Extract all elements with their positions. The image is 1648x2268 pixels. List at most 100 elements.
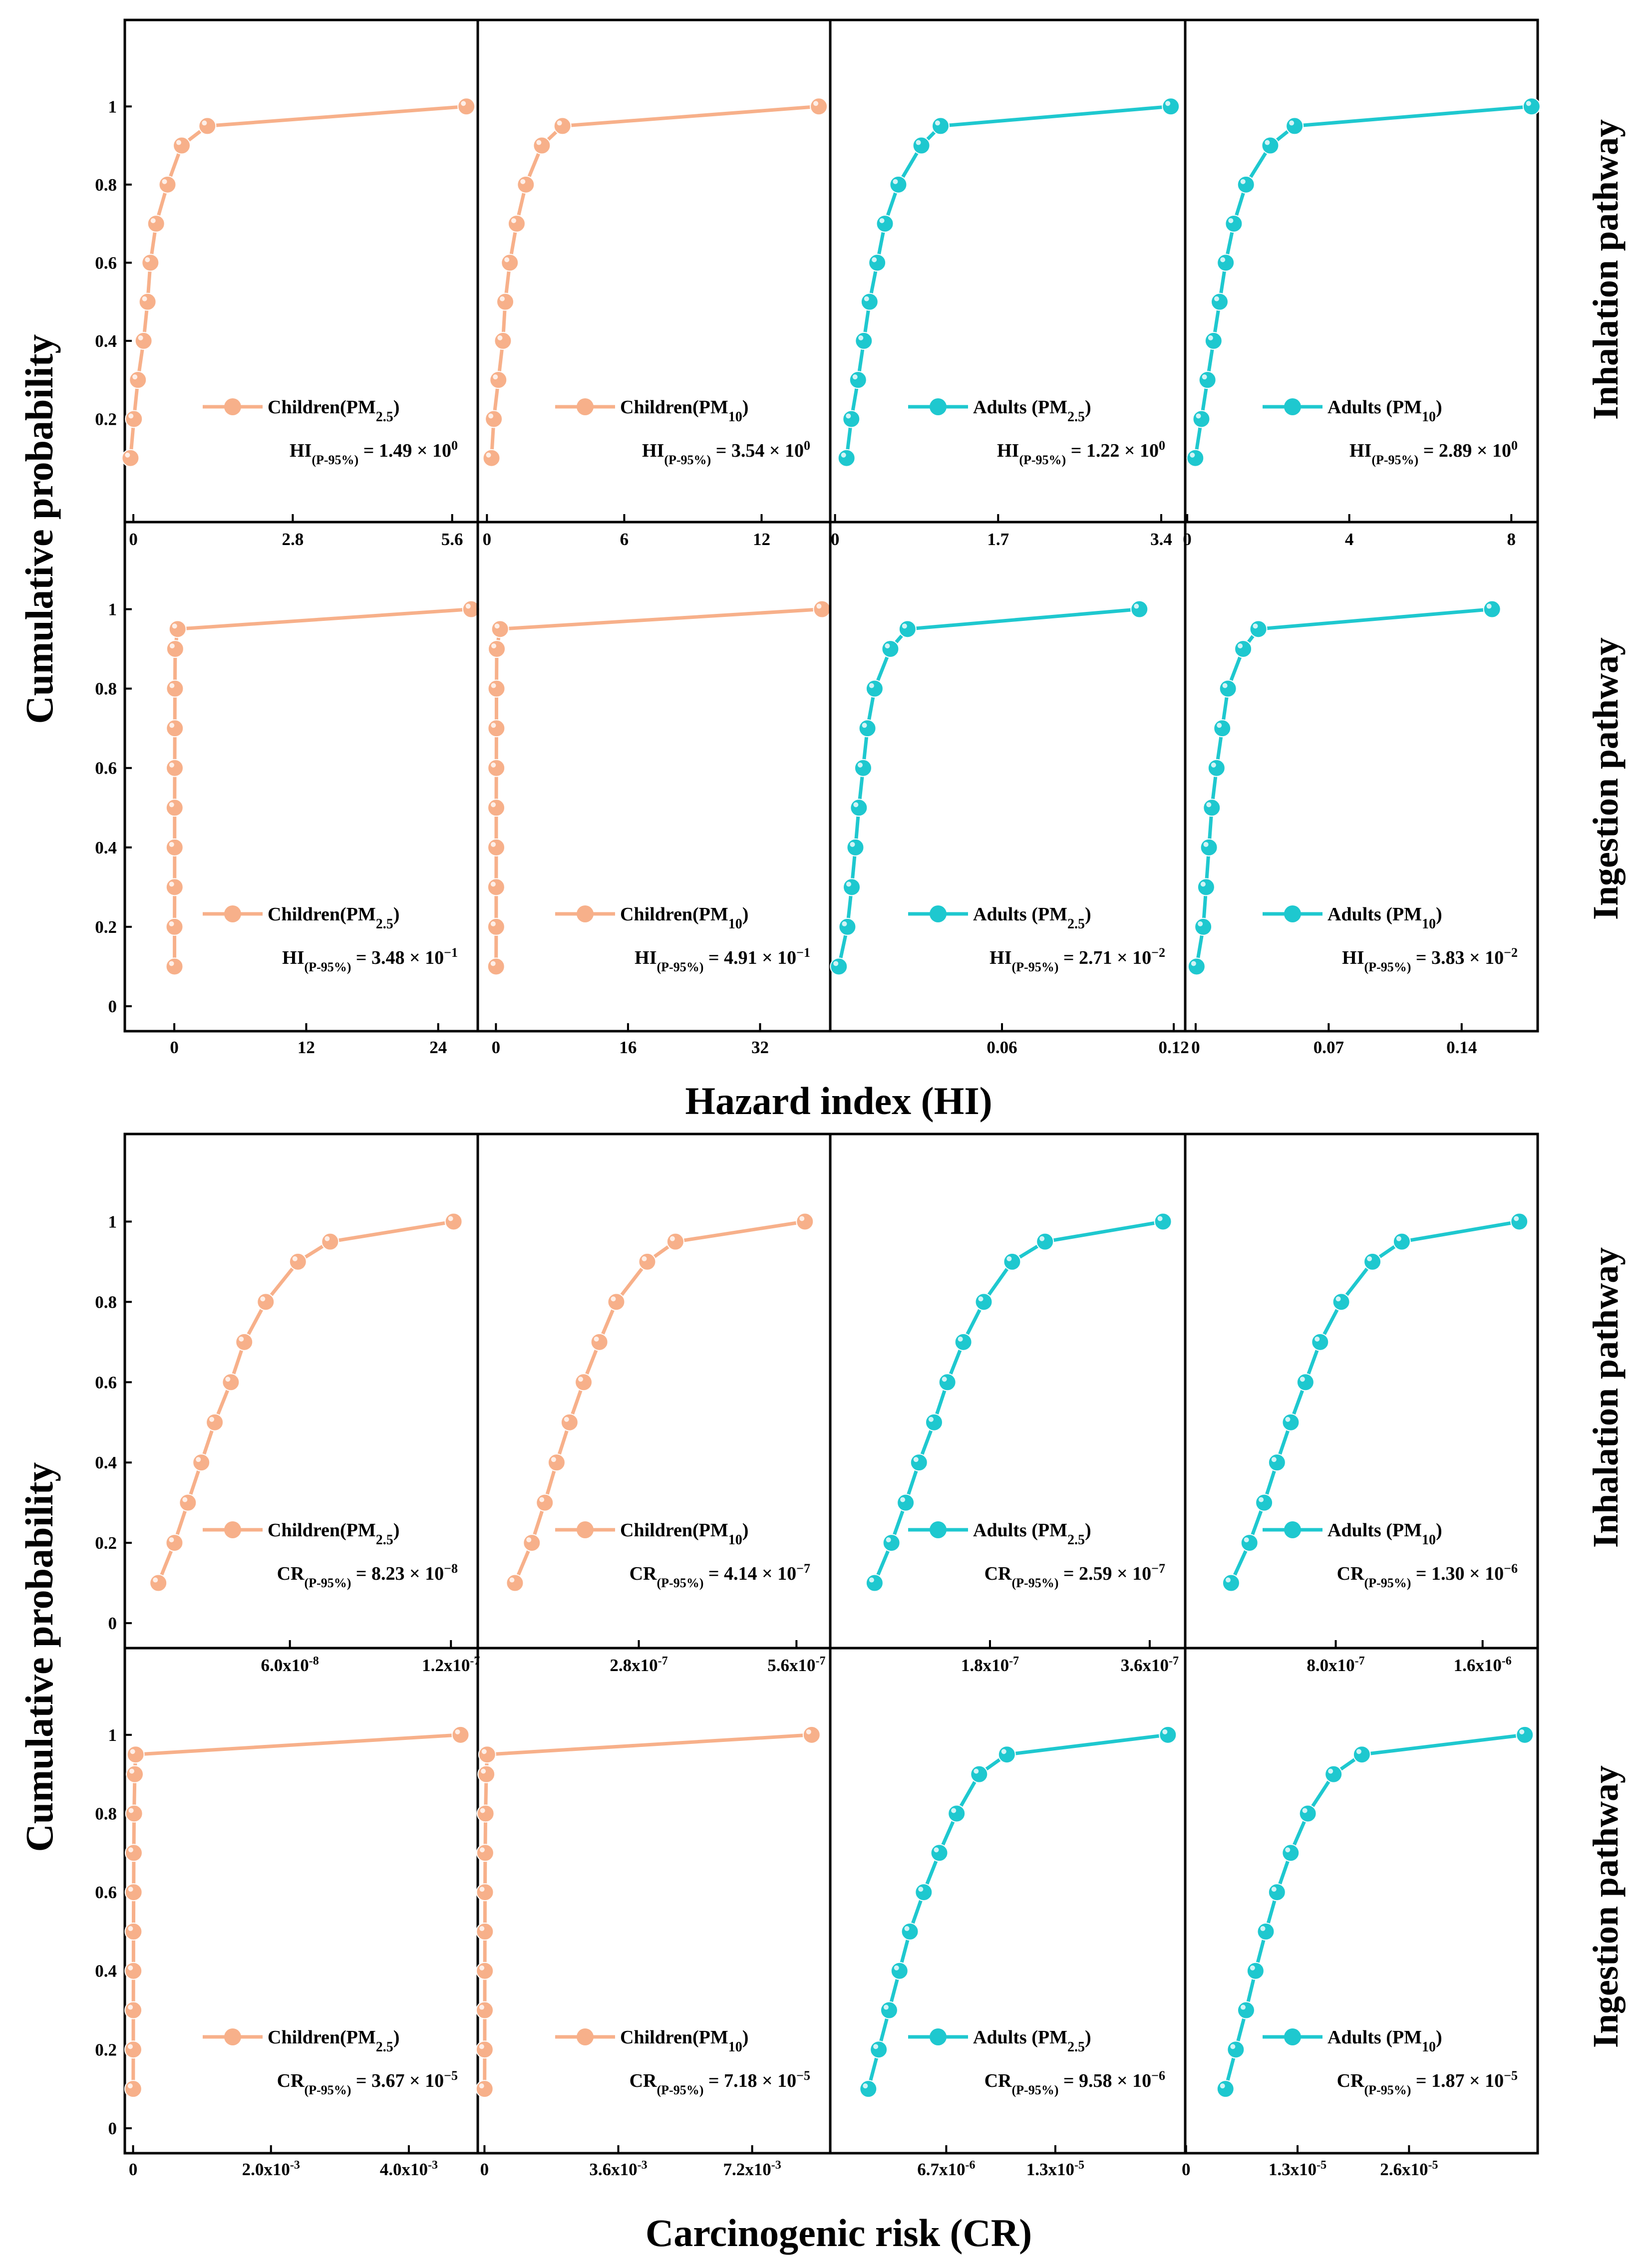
cdf-point xyxy=(158,175,177,194)
cdf-point xyxy=(802,1725,821,1744)
point-highlight xyxy=(669,1236,675,1241)
cdf-point xyxy=(1203,799,1221,817)
x-tick-label: 6 xyxy=(620,530,629,549)
point-highlight xyxy=(202,120,207,126)
cdf-point xyxy=(881,640,900,658)
cdf-point xyxy=(451,1725,470,1744)
point-highlight xyxy=(611,1296,616,1302)
legend-marker xyxy=(930,1521,947,1538)
x-tick-label: 6.0x10-8 xyxy=(261,1655,319,1675)
point-highlight xyxy=(209,1417,215,1422)
cdf-point xyxy=(1222,1574,1240,1592)
cdf-point xyxy=(1227,2040,1245,2059)
p95-metric: HI(P-95%) = 3.54 × 100 xyxy=(642,438,810,467)
p95-metric: CR(P-95%) = 8.23 × 10−8 xyxy=(277,1561,458,1590)
point-highlight xyxy=(902,623,907,629)
point-highlight xyxy=(816,603,822,609)
legend-label: Adults (PM2.5) xyxy=(973,904,1091,932)
cdf-point xyxy=(487,719,506,738)
cdf-point xyxy=(165,759,184,777)
point-highlight xyxy=(564,1417,569,1422)
cdf-point xyxy=(898,620,917,638)
p95-metric: CR(P-95%) = 1.30 × 10−6 xyxy=(1337,1561,1518,1590)
cdf-point xyxy=(1352,1745,1371,1764)
cdf-point xyxy=(444,1212,463,1231)
cdf-point xyxy=(796,1212,814,1231)
x-tick-label: 0 xyxy=(831,530,840,549)
cdf-point xyxy=(1311,1333,1329,1351)
cdf-point xyxy=(1392,1232,1411,1251)
point-highlight xyxy=(1200,881,1206,887)
point-highlight xyxy=(196,1457,201,1462)
y-tick-label: 0.4 xyxy=(95,1962,117,1981)
cdf-point xyxy=(476,1804,495,1823)
point-highlight xyxy=(145,257,150,263)
point-highlight xyxy=(900,1497,906,1502)
point-highlight xyxy=(480,1808,485,1813)
point-highlight xyxy=(928,1417,934,1422)
x-tick-label: 8.0x10-7 xyxy=(1307,1655,1364,1675)
x-tick-label: 5.6x10-7 xyxy=(767,1655,825,1675)
point-highlight xyxy=(1486,603,1492,609)
x-tick-label: 3.6x10-3 xyxy=(589,2159,647,2179)
legend-label: Children(PM2.5) xyxy=(268,397,399,425)
cdf-point xyxy=(1186,449,1205,467)
y-tick-label: 0.8 xyxy=(95,1292,117,1312)
point-highlight xyxy=(1191,961,1196,966)
legend-label: Children(PM10) xyxy=(620,2027,748,2055)
cdf-point xyxy=(501,254,519,272)
cdf-point xyxy=(141,254,160,272)
cdf-point xyxy=(1213,719,1232,738)
cdf-point xyxy=(1200,838,1218,856)
panel-hi-r1-c3: 0 0.07 0.14 Adults (PM10) HI(P-95%) = 3.83 ×… xyxy=(1184,521,1539,1057)
point-highlight xyxy=(864,296,869,301)
cdf-point xyxy=(837,449,856,467)
point-highlight xyxy=(479,2083,484,2089)
point-highlight xyxy=(934,1847,939,1853)
cdf-point xyxy=(1234,640,1253,658)
point-highlight xyxy=(1271,1887,1277,1892)
cdf-point xyxy=(487,799,506,817)
p95-metric: HI(P-95%) = 3.48 × 10−1 xyxy=(282,945,458,974)
point-highlight xyxy=(858,335,864,340)
point-highlight xyxy=(833,961,839,966)
cdf-point xyxy=(1210,292,1229,311)
point-highlight xyxy=(490,881,496,887)
cdf-point xyxy=(882,1534,901,1552)
point-highlight xyxy=(1220,257,1226,263)
cdf-point xyxy=(607,1293,626,1311)
p95-metric: CR(P-95%) = 3.67 × 10−5 xyxy=(277,2068,458,2097)
cdf-point xyxy=(855,331,873,350)
point-highlight xyxy=(461,101,466,106)
point-highlight xyxy=(1165,101,1171,106)
x-tick-label: 12 xyxy=(298,1038,315,1057)
point-highlight xyxy=(500,296,505,301)
point-highlight xyxy=(642,1256,647,1261)
point-highlight xyxy=(182,1497,188,1502)
point-highlight xyxy=(1514,1216,1519,1221)
point-highlight xyxy=(479,1926,485,1931)
x-tick-label: 0 xyxy=(480,2160,489,2179)
legend-label: Adults (PM10) xyxy=(1327,904,1442,932)
cdf-point xyxy=(179,1493,197,1512)
panel-frame xyxy=(1184,521,1539,1033)
x-tick-label: 1.6x10-6 xyxy=(1454,1655,1512,1675)
cdf-point xyxy=(560,1413,579,1431)
point-highlight xyxy=(128,2004,133,2010)
y-tick-label: 0.2 xyxy=(95,2040,117,2059)
point-highlight xyxy=(806,1729,811,1734)
cdf-point xyxy=(858,719,877,738)
panel-hi-r1-c1: 0 16 32 Children(PM10) HI(P-95%) = 4.91 × 10… xyxy=(476,521,832,1057)
y-tick-label: 0.6 xyxy=(95,253,117,273)
cdf-point xyxy=(166,640,184,658)
cdf-point xyxy=(938,1373,957,1392)
panel-cr-r0-c3: 8.0x10-7 1.6x10-6 Adults (PM10) CR(P-95%) =… xyxy=(1184,1133,1539,1675)
point-highlight xyxy=(539,1497,545,1502)
point-highlight xyxy=(1206,802,1212,808)
cdf-point xyxy=(124,2001,143,2019)
legend-marker xyxy=(577,905,594,922)
cdf-point xyxy=(487,759,506,777)
cdf-point xyxy=(1216,2080,1235,2098)
point-highlight xyxy=(479,1887,485,1892)
point-highlight xyxy=(1285,1847,1291,1853)
